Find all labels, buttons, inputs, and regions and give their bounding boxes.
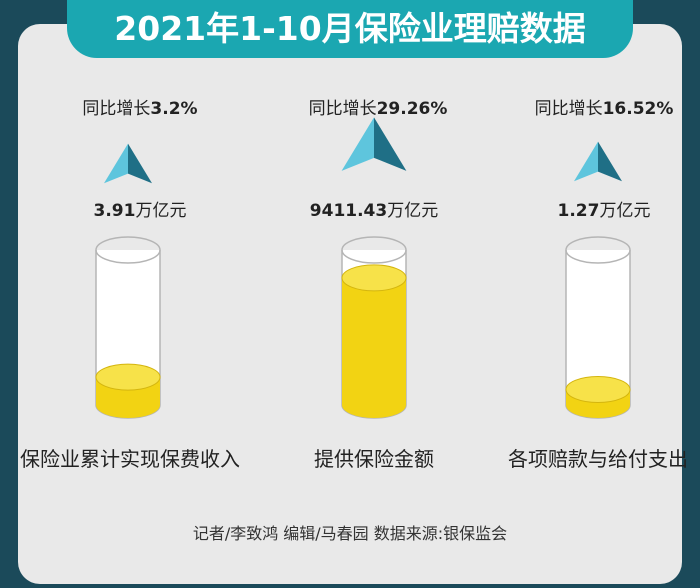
amount-label-2: 9411.43万亿元 — [264, 196, 484, 221]
amount-label-1: 3.91万亿元 — [30, 196, 250, 221]
growth-label-1: 同比增长3.2% — [30, 94, 250, 119]
credits-footer: 记者/李致鸿 编辑/马春园 数据来源:银保监会 — [192, 524, 508, 543]
category-label-1: 保险业累计实现保费收入 — [20, 447, 240, 471]
up-arrow-left-3 — [574, 141, 598, 182]
growth-value-1: 3.2% — [150, 99, 198, 119]
growth-value-3: 16.52% — [602, 99, 674, 119]
up-arrow-left-1 — [104, 143, 128, 184]
growth-label-3: 同比增长16.52% — [494, 94, 700, 119]
liquid-surface-3 — [565, 376, 631, 403]
up-arrow-right-1 — [128, 143, 152, 184]
title-banner — [67, 0, 633, 58]
growth-prefix-2: 同比增长 — [308, 99, 377, 119]
page-title: 2021年1-10月保险业理赔数据 — [114, 9, 586, 48]
category-label-2: 提供保险金额 — [314, 447, 434, 471]
amount-value-2: 9411.43 — [309, 201, 388, 221]
liquid-surface-2 — [341, 264, 407, 292]
liquid-surface-1 — [95, 363, 161, 391]
amount-value-1: 3.91 — [93, 201, 136, 221]
growth-prefix-3: 同比增长 — [534, 99, 603, 119]
up-arrow-right-3 — [598, 141, 622, 182]
category-label-3: 各项赔款与给付支出 — [508, 447, 688, 471]
amount-unit-1: 万亿元 — [135, 201, 187, 221]
cylinder-rim-2 — [341, 236, 407, 264]
cylinder-rim-3 — [565, 236, 631, 264]
growth-prefix-1: 同比增长 — [82, 99, 151, 119]
amount-unit-2: 万亿元 — [387, 201, 439, 221]
up-arrow-right-2 — [374, 117, 407, 171]
growth-value-2: 29.26% — [376, 99, 448, 119]
growth-label-2: 同比增长29.26% — [268, 94, 488, 119]
amount-value-3: 1.27 — [557, 201, 600, 221]
amount-unit-3: 万亿元 — [599, 201, 651, 221]
up-arrow-left-2 — [341, 117, 374, 171]
cylinder-rim-1 — [95, 236, 161, 264]
amount-label-3: 1.27万亿元 — [494, 196, 700, 221]
liquid-bar-2 — [342, 277, 406, 418]
